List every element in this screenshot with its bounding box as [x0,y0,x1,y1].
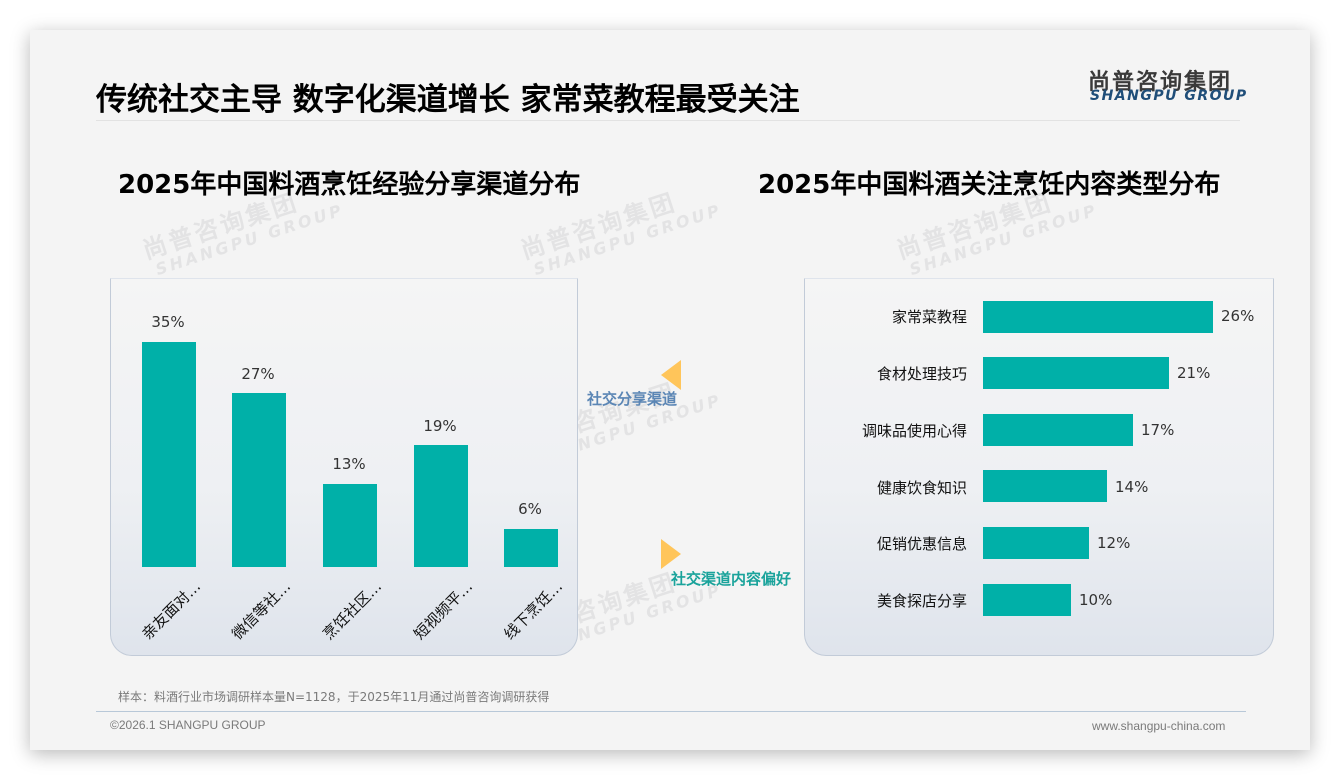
triangle-left-icon [661,360,681,390]
logo-chinese: 尚普咨询集团 [1088,70,1233,95]
triangle-right-icon [661,539,681,569]
bar-value-label: 14% [1115,478,1149,496]
page-title: 传统社交主导 数字化渠道增长 家常菜教程最受关注 [96,82,800,118]
bar-value-label: 17% [1141,421,1175,439]
bar-category-label: 家常菜教程 [891,308,967,326]
bar [983,301,1213,333]
right-chart-title: 2025年中国料酒关注烹饪内容类型分布 [758,170,1221,200]
bar-value-label: 6% [518,500,542,518]
bar-category-label: 食材处理技巧 [876,365,967,383]
bar-value-label: 26% [1221,307,1255,325]
bar-value-label: 10% [1079,591,1113,609]
bar-value-label: 19% [423,417,457,435]
bar [983,357,1169,389]
connector-label-content-preference: 社交渠道内容偏好 [671,570,792,588]
bar-value-label: 21% [1177,364,1211,382]
bar-value-label: 27% [241,365,275,383]
sample-note: 样本：料酒行业市场调研样本量N=1128，于2025年11月通过尚普咨询调研获得 [118,690,550,704]
bar-category-label: 调味品使用心得 [861,422,967,440]
bar [983,414,1133,446]
connector-label-social-channels: 社交分享渠道 [587,390,678,408]
bar [983,470,1107,502]
bar [983,527,1089,559]
bar [504,529,558,567]
title-divider [96,120,1240,121]
bar-category-label: 健康饮食知识 [876,479,967,497]
bar-category-label: 美食探店分享 [876,592,967,610]
website-link[interactable]: www.shangpu-china.com [1092,719,1226,733]
left-chart-title: 2025年中国料酒烹饪经验分享渠道分布 [118,170,581,200]
bar-category-label: 促销优惠信息 [876,535,967,553]
bar [323,484,377,567]
footer-divider [96,711,1246,712]
logo-english: SHANGPU GROUP [1090,88,1248,104]
bar [414,445,468,567]
bar-value-label: 35% [151,313,185,331]
slide: 尚普咨询集团 SHANGPU GROUP 尚普咨询集团 SHANGPU GROUP … [30,30,1310,750]
copyright: ©2026.1 SHANGPU GROUP [110,718,266,732]
bar [142,342,196,567]
bar [232,393,286,567]
bar [983,584,1071,616]
bar-value-label: 12% [1097,534,1131,552]
bar-value-label: 13% [332,455,366,473]
